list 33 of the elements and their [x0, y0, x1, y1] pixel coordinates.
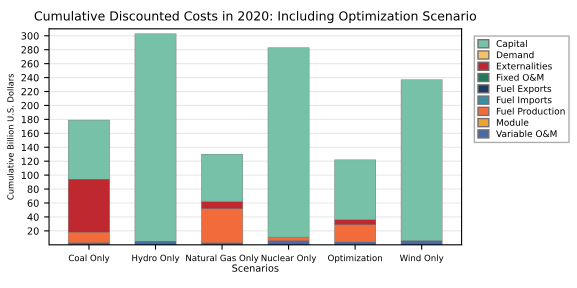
x-tick-label: Hydro Only — [132, 254, 180, 263]
x-tick-label: Coal Only — [68, 254, 110, 263]
y-tick-label: 300 — [22, 32, 39, 40]
y-tick-label: 180 — [22, 116, 39, 124]
y-tick-label: 280 — [21, 46, 39, 54]
y-tick-label: 100 — [22, 172, 39, 179]
y-tick-label: 80 — [28, 186, 39, 193]
y-tick-label: 220 — [21, 88, 39, 96]
y-axis-title: Cumulative Billion U.S. Dollars — [7, 74, 14, 200]
y-tick-label: 40 — [27, 213, 39, 221]
y-tick-label: 260 — [21, 60, 39, 68]
x-tick-label: Natural Gas Only — [186, 254, 258, 263]
y-tick-label: 20 — [28, 227, 39, 235]
y-tick-label: 200 — [21, 102, 39, 110]
legend-label: Fixed O&M — [496, 74, 544, 81]
y-tick-label: 60 — [28, 199, 39, 207]
chart-title: Cumulative Discounted Costs in 2020: Including Optimization Scenario — [34, 10, 476, 24]
y-tick-label: 240 — [21, 74, 39, 82]
y-tick-label: 160 — [22, 130, 39, 138]
y-tick-label: 140 — [22, 144, 39, 152]
x-axis-title: Scenarios — [232, 264, 279, 272]
x-tick-label: Nuclear Only — [262, 254, 316, 263]
legend-label: Module — [496, 118, 528, 126]
legend-label: Fuel Production — [496, 108, 565, 115]
legend-label: Capital — [496, 40, 527, 49]
legend-label: Variable O&M — [496, 130, 557, 138]
legend-label: Fuel Exports — [496, 85, 552, 94]
legend-label: Externalities — [496, 62, 552, 70]
y-tick-label: 120 — [22, 158, 39, 166]
legend-label: Demand — [496, 51, 534, 58]
legend-label: Fuel Imports — [496, 96, 552, 106]
x-tick-label: Optimization — [328, 254, 382, 263]
x-tick-label: Wind Only — [400, 254, 444, 263]
